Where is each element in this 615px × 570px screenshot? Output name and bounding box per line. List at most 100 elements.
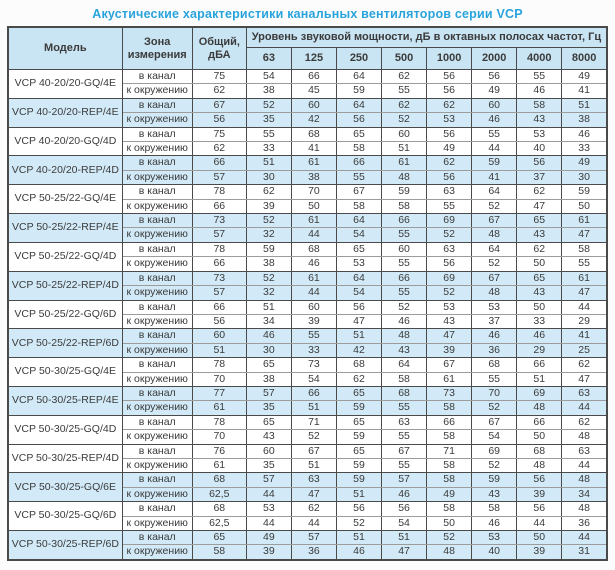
spl-cell-1000hz: 62 — [426, 97, 473, 114]
zone-cell: в канал — [121, 357, 193, 373]
spl-cell-500hz: 55 — [381, 227, 428, 243]
spl-cell-63hz: 43 — [245, 429, 292, 445]
spl-cell-500hz: 61 — [381, 155, 428, 171]
spl-cell-2000hz: 46 — [471, 328, 518, 344]
table-row: VCP 50-25/22-GQ/4D в канал 78 59 68 65 60 63 64 6… — [7, 241, 608, 272]
total-dba-cell: 66 — [191, 198, 247, 215]
spl-cell-8000hz: 49 — [561, 155, 608, 171]
spl-cell-125hz: 60 — [290, 97, 337, 114]
spl-cell-4000hz: 56 — [516, 472, 563, 488]
spl-cell-8000hz: 48 — [561, 429, 608, 445]
model-column-header: Модель — [7, 26, 123, 70]
spl-cell-4000hz: 62 — [516, 241, 563, 258]
spl-cell-1000hz: 56 — [426, 68, 473, 85]
spl-cell-1000hz: 56 — [426, 83, 473, 99]
total-dba-cell: 66 — [191, 299, 247, 315]
acoustic-characteristics-table: Модель Зона измерения Общий, дБА Уровень… — [7, 26, 608, 561]
model-cell: VCP 50-30/25-GQ/4D — [7, 414, 123, 445]
spl-cell-500hz: 52 — [381, 299, 428, 315]
spl-cell-8000hz: 30 — [561, 169, 608, 186]
spl-cell-1000hz: 58 — [426, 501, 473, 517]
zone-cell: в канал — [121, 213, 193, 229]
spl-cell-125hz: 46 — [290, 256, 337, 272]
spl-cell-1000hz: 50 — [426, 515, 473, 532]
zone-column-header: Зона измерения — [121, 26, 193, 70]
table-row: к окружению 66 39 50 58 58 55 52 47 50 — [8, 198, 608, 215]
spl-cell-63hz: 52 — [245, 270, 292, 287]
spl-cell-125hz: 71 — [290, 414, 337, 431]
spl-cell-1000hz: 53 — [426, 112, 473, 128]
total-dba-cell: 75 — [191, 126, 247, 143]
spl-cell-1000hz: 49 — [426, 141, 473, 157]
spl-cell-125hz: 50 — [290, 198, 337, 215]
spl-cell-1000hz: 71 — [426, 443, 473, 459]
total-dba-cell: 68 — [191, 472, 247, 488]
zone-cell: к окружению — [121, 371, 193, 387]
spl-cell-63hz: 33 — [245, 141, 292, 157]
spl-cell-500hz: 63 — [381, 414, 428, 431]
spl-cell-8000hz: 50 — [561, 198, 608, 215]
zone-cell: в канал — [121, 328, 193, 344]
zone-cell: к окружению — [121, 313, 193, 330]
spl-cell-250hz: 67 — [335, 184, 383, 200]
total-dba-cell: 77 — [191, 385, 247, 402]
spl-cell-4000hz: 55 — [516, 68, 563, 85]
spl-cell-250hz: 64 — [335, 213, 383, 229]
zone-cell: к окружению — [121, 342, 193, 359]
spl-cell-63hz: 65 — [245, 414, 292, 431]
spl-cell-125hz: 42 — [290, 112, 337, 128]
model-cell: VCP 40-20/20-REP/4E — [7, 97, 123, 128]
spl-cell-1000hz: 48 — [426, 544, 473, 561]
frequency-header-4000hz: 4000 — [516, 47, 563, 70]
model-cell: VCP 50-30/25-REP/4E — [7, 385, 123, 416]
total-dba-column-header: Общий, дБА — [191, 26, 247, 70]
spl-cell-8000hz: 49 — [561, 68, 608, 85]
table-row: к окружению 62 33 41 58 51 49 44 40 33 — [8, 141, 608, 157]
spl-cell-63hz: 59 — [245, 241, 292, 258]
model-cell: VCP 50-25/22-GQ/4D — [7, 241, 123, 272]
spl-cell-125hz: 33 — [290, 342, 337, 359]
spl-cell-1000hz: 58 — [426, 429, 473, 445]
zone-cell: к окружению — [121, 457, 193, 474]
spl-cell-4000hz: 68 — [516, 443, 563, 459]
total-dba-cell: 70 — [191, 371, 247, 387]
spl-cell-2000hz: 56 — [471, 68, 518, 85]
spl-cell-125hz: 45 — [290, 83, 337, 99]
spl-cell-2000hz: 40 — [471, 544, 518, 561]
spl-cell-63hz: 32 — [245, 227, 292, 243]
model-cell: VCP 50-30/25-GQ/6D — [7, 501, 123, 531]
spl-cell-125hz: 55 — [290, 328, 337, 344]
total-dba-cell: 76 — [191, 443, 247, 459]
spl-cell-1000hz: 52 — [426, 227, 473, 243]
spl-cell-125hz: 44 — [290, 285, 337, 301]
model-cell: VCP 50-25/22-GQ/6D — [7, 299, 123, 330]
spl-cell-4000hz: 37 — [516, 169, 563, 186]
spl-cell-8000hz: 38 — [561, 112, 608, 128]
table-body: VCP 40-20/20-GQ/4E в канал 75 54 66 64 62 56 56 5… — [7, 68, 608, 561]
table-row: к окружению 56 35 42 56 52 53 46 43 38 — [8, 112, 608, 128]
total-dba-cell: 73 — [191, 270, 247, 287]
table-row: VCP 50-25/22-REP/4D в канал 73 52 61 64 66 69 67… — [7, 270, 608, 301]
spl-cell-8000hz: 51 — [561, 97, 608, 114]
total-dba-cell: 62,5 — [191, 515, 247, 532]
total-dba-cell: 66 — [191, 256, 247, 272]
spl-cell-63hz: 39 — [245, 198, 292, 215]
spl-cell-250hz: 59 — [335, 400, 383, 416]
spl-cell-63hz: 35 — [245, 457, 292, 474]
spl-cell-250hz: 56 — [335, 501, 383, 517]
spl-cell-125hz: 66 — [290, 68, 337, 85]
frequency-header-63hz: 63 — [245, 47, 292, 70]
spl-cell-8000hz: 34 — [561, 486, 608, 503]
table-row: VCP 50-30/25-REP/4D в канал 76 60 67 65 67 71 69… — [7, 443, 608, 474]
spl-cell-125hz: 51 — [290, 457, 337, 474]
spl-cell-1000hz: 56 — [426, 169, 473, 186]
spl-cell-250hz: 59 — [335, 83, 383, 99]
table-row: VCP 50-30/25-REP/4E в канал 77 57 66 65 68 73 70… — [7, 385, 608, 416]
zone-cell: к окружению — [121, 227, 193, 243]
frequency-header-1000hz: 1000 — [426, 47, 473, 70]
spl-cell-8000hz: 59 — [561, 184, 608, 200]
spl-cell-250hz: 51 — [335, 328, 383, 344]
spl-cell-2000hz: 60 — [471, 97, 518, 114]
spl-cell-250hz: 62 — [335, 371, 383, 387]
zone-cell: к окружению — [121, 400, 193, 416]
